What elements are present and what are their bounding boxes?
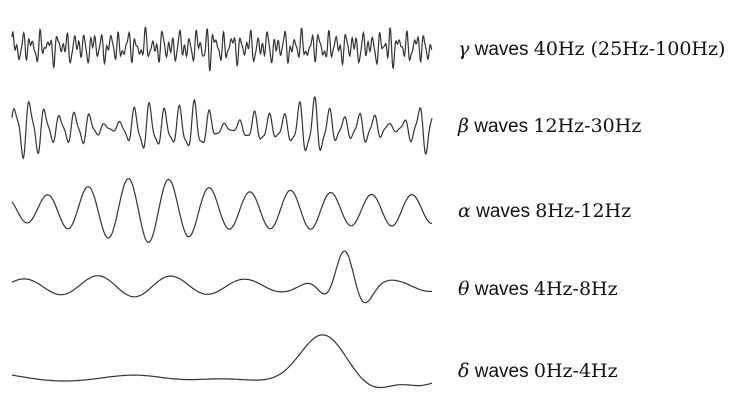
- theta-word: waves: [474, 279, 529, 300]
- alpha-waveform: [11, 177, 433, 244]
- delta-symbol: δ: [458, 360, 470, 382]
- theta-symbol: θ: [458, 278, 470, 300]
- delta-label: δ waves 0Hz-4Hz: [458, 360, 618, 382]
- beta-label: β waves 12Hz-30Hz: [458, 115, 642, 137]
- delta-word: waves: [474, 361, 529, 382]
- delta-range: 0Hz-4Hz: [533, 360, 618, 382]
- gamma-waveform: [11, 26, 433, 72]
- delta-waveform: [11, 334, 433, 389]
- beta-word: waves: [474, 116, 529, 137]
- beta-symbol: β: [458, 115, 469, 137]
- gamma-range: 40Hz (25Hz-100Hz): [533, 38, 726, 60]
- gamma-word: waves: [474, 39, 529, 60]
- gamma-label: γ waves 40Hz (25Hz-100Hz): [458, 38, 726, 60]
- alpha-symbol: α: [458, 200, 471, 222]
- gamma-symbol: γ: [458, 38, 470, 60]
- theta-label: θ waves 4Hz-8Hz: [458, 278, 618, 300]
- theta-range: 4Hz-8Hz: [533, 278, 618, 300]
- alpha-range: 8Hz-12Hz: [535, 200, 632, 222]
- alpha-label: α waves 8Hz-12Hz: [458, 200, 632, 222]
- alpha-word: waves: [476, 201, 530, 222]
- theta-waveform: [11, 250, 433, 304]
- beta-range: 12Hz-30Hz: [533, 115, 642, 137]
- beta-waveform: [11, 96, 433, 160]
